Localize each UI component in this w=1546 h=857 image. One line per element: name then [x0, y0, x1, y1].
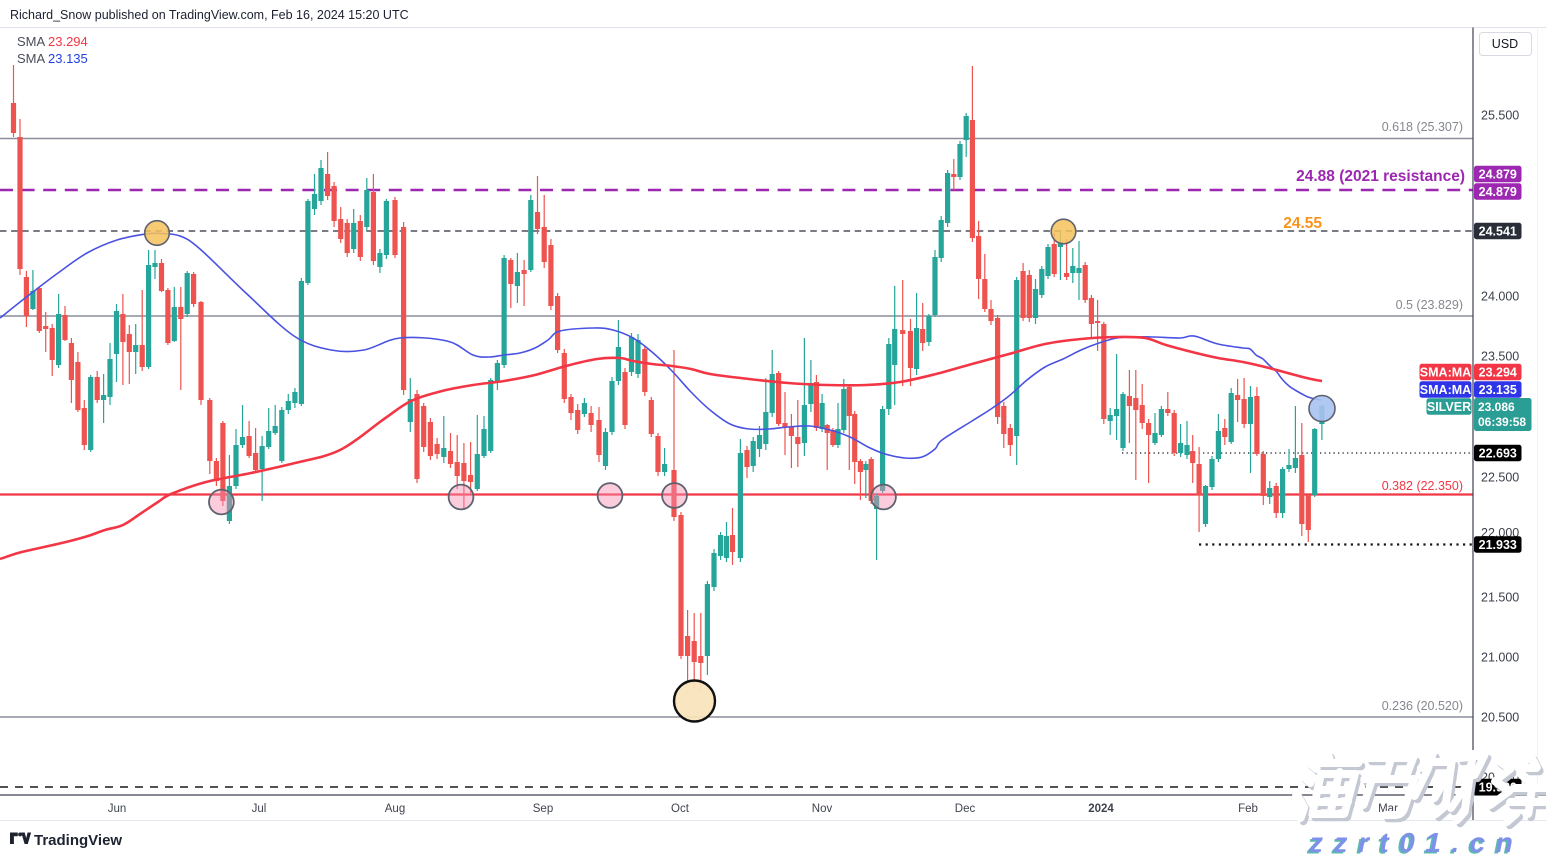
- svg-text:23.500: 23.500: [1481, 350, 1519, 364]
- svg-text:23.086: 23.086: [1478, 400, 1515, 414]
- svg-text:zzrt01.cn: zzrt01.cn: [1308, 827, 1523, 857]
- svg-text:SILVER: SILVER: [1427, 400, 1471, 414]
- svg-text:21.933: 21.933: [1479, 538, 1517, 552]
- svg-text:Feb: Feb: [1238, 803, 1258, 815]
- svg-text:Jul: Jul: [252, 803, 267, 815]
- svg-text:USD: USD: [1492, 37, 1518, 51]
- svg-text:24.55: 24.55: [1283, 215, 1322, 232]
- svg-text:23.135: 23.135: [1479, 383, 1517, 397]
- svg-text:24.879: 24.879: [1479, 167, 1517, 181]
- svg-text:Nov: Nov: [812, 803, 833, 815]
- svg-text:24.879: 24.879: [1479, 185, 1517, 199]
- svg-text:22.693: 22.693: [1479, 446, 1517, 460]
- svg-text:Sep: Sep: [533, 803, 553, 815]
- svg-text:23.135: 23.135: [48, 51, 88, 66]
- svg-text:0.5 (23.829): 0.5 (23.829): [1396, 298, 1463, 312]
- svg-text:24.000: 24.000: [1481, 290, 1519, 304]
- svg-text:21.500: 21.500: [1481, 591, 1519, 605]
- svg-text:25.500: 25.500: [1481, 109, 1519, 123]
- svg-text:SMA: SMA: [17, 51, 46, 66]
- svg-text:0.382 (22.350): 0.382 (22.350): [1382, 479, 1463, 493]
- svg-text:06:39:58: 06:39:58: [1478, 415, 1526, 429]
- svg-text:21.000: 21.000: [1481, 651, 1519, 665]
- svg-text:0.236 (20.520): 0.236 (20.520): [1382, 699, 1463, 713]
- svg-text:Jun: Jun: [108, 803, 127, 815]
- svg-text:Richard_Snow published on Trad: Richard_Snow published on TradingView.co…: [10, 8, 409, 22]
- svg-text:0.618 (25.307): 0.618 (25.307): [1382, 120, 1463, 134]
- svg-text:Aug: Aug: [385, 803, 405, 815]
- svg-text:22.500: 22.500: [1481, 471, 1519, 485]
- svg-text:TradingView: TradingView: [34, 832, 122, 849]
- svg-text:20.500: 20.500: [1481, 711, 1519, 725]
- svg-text:Oct: Oct: [671, 803, 690, 815]
- svg-text:Dec: Dec: [955, 803, 976, 815]
- svg-text:SMA: SMA: [17, 34, 46, 49]
- svg-text:23.294: 23.294: [48, 34, 88, 49]
- svg-text:23.294: 23.294: [1479, 365, 1517, 379]
- svg-text:SMA:MA: SMA:MA: [1420, 365, 1471, 379]
- svg-text:24.88 (2021 resistance): 24.88 (2021 resistance): [1296, 168, 1465, 185]
- svg-text:24.541: 24.541: [1479, 224, 1517, 238]
- svg-text:2024: 2024: [1088, 803, 1114, 815]
- svg-text:SMA:MA: SMA:MA: [1420, 383, 1471, 397]
